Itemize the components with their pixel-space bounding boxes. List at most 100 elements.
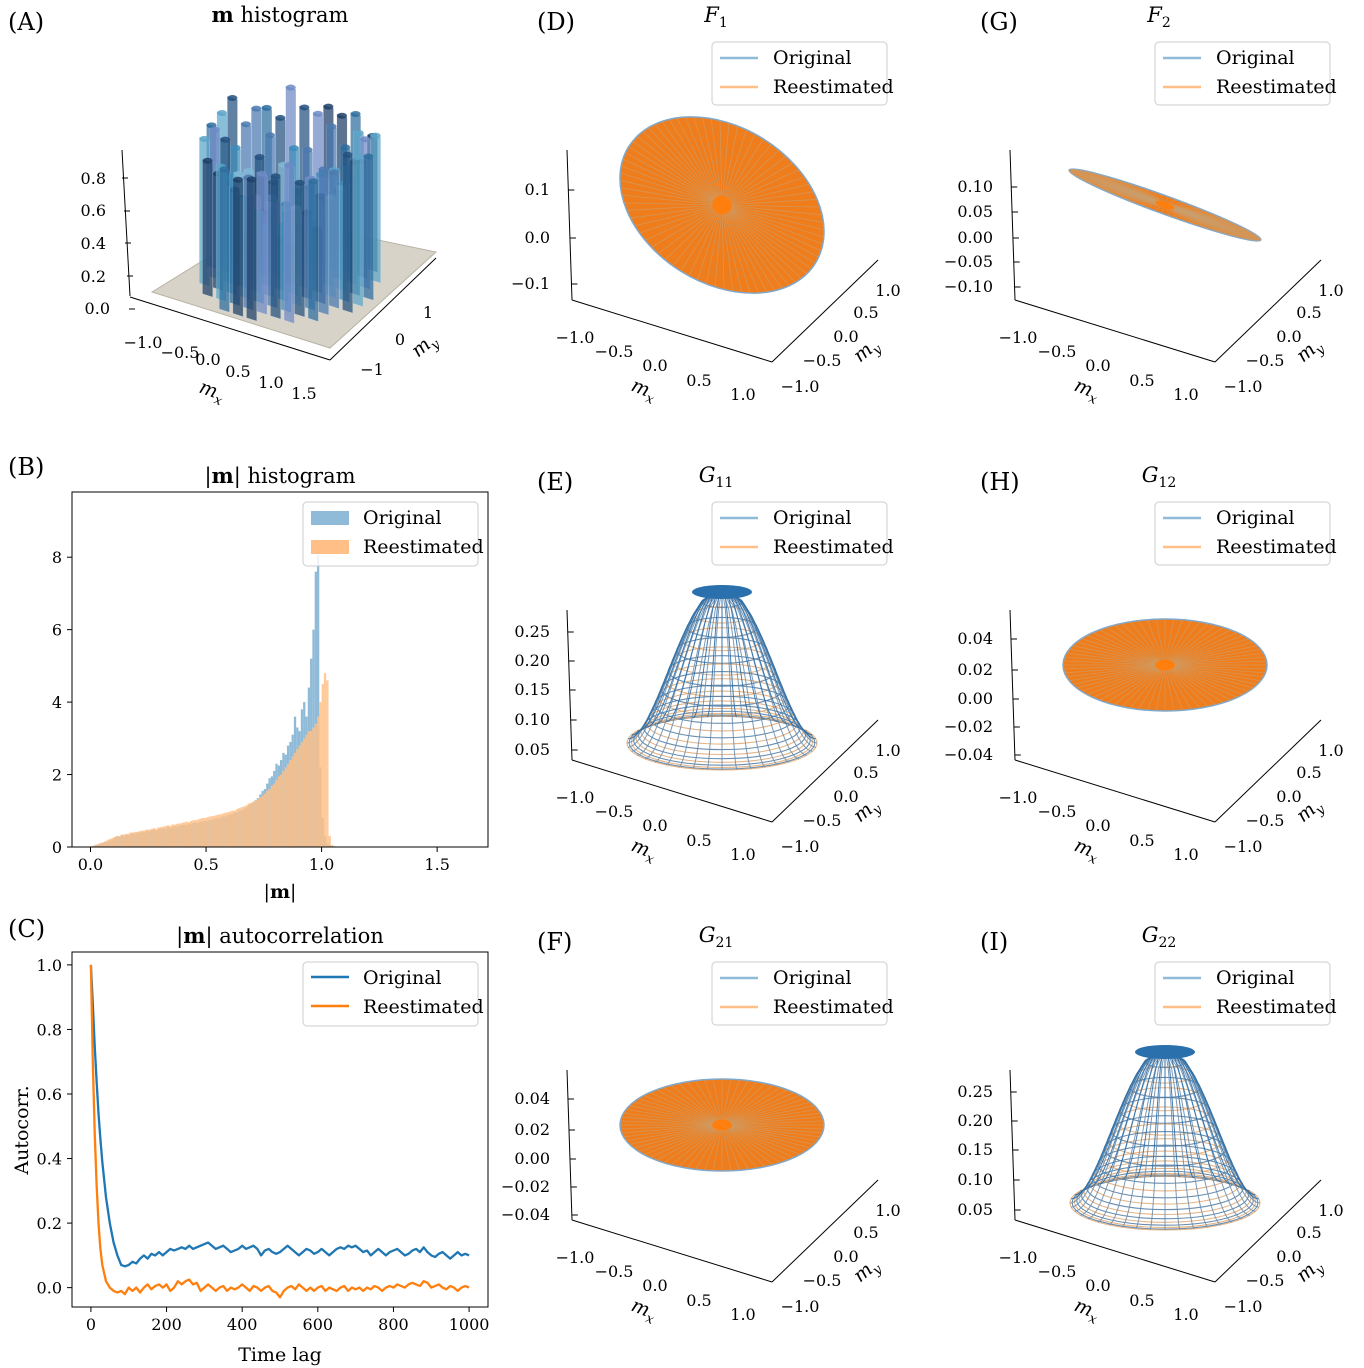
panel-i-label: (I) [980, 928, 1008, 956]
surface-spoke [1121, 623, 1166, 666]
surface-spoke [1155, 619, 1166, 666]
histogram-bar [150, 828, 153, 847]
surface-meridian [1071, 1047, 1166, 1200]
xtick-label: 0.0 [642, 356, 667, 375]
histogram-bar [159, 827, 163, 847]
panel-b-xlabel: |m| [264, 881, 297, 903]
panel-a-ytick-label: −1 [360, 360, 384, 379]
histogram-bar [294, 180, 305, 318]
histogram-bar-top [285, 84, 296, 91]
surface-spoke [1072, 645, 1166, 666]
surface-spoke [721, 204, 776, 291]
panel-a-y-ticks: −1 0 1 [360, 303, 433, 379]
surface-cap [692, 585, 752, 599]
ztick-label: 0.10 [957, 1170, 993, 1189]
panel-b-legend: Original Reestimated [302, 501, 484, 567]
histogram-bar-top [261, 104, 272, 111]
legend-original: Original [1216, 967, 1295, 989]
panel-f-label: (F) [537, 928, 572, 956]
histogram-bar-top [246, 176, 257, 183]
histogram-bar [224, 812, 227, 847]
x-axis [1014, 1219, 1216, 1283]
surface-spoke [721, 1124, 818, 1142]
histogram-bar [240, 807, 244, 847]
legend-reestimated: Reestimated [773, 536, 894, 558]
surface-spoke [721, 1124, 824, 1130]
histogram-bar [125, 834, 128, 847]
histogram-bar [180, 823, 183, 847]
ytick-label: −1.0 [1224, 377, 1263, 396]
surface-spoke [626, 1124, 723, 1142]
surface-spoke [626, 204, 723, 211]
surface-spoke [721, 204, 796, 283]
panel-h-surface [1062, 618, 1268, 712]
panel-f-title: G21 [699, 923, 734, 951]
surface-spoke [629, 1124, 723, 1145]
histogram-bar-top [202, 157, 213, 164]
surface-spoke [1164, 664, 1258, 685]
surface-spoke [1164, 664, 1184, 711]
histogram-bar [199, 818, 202, 847]
panel-g-surface [1068, 168, 1262, 242]
histogram-bar [282, 770, 285, 847]
histogram-bar [270, 785, 274, 847]
panel-a-xlabel: mx [195, 376, 228, 409]
x-axis [571, 1219, 773, 1283]
surface-spoke [721, 183, 810, 206]
histogram-bar [157, 827, 160, 847]
surface-spoke [721, 1105, 815, 1126]
surface-spoke [721, 1124, 781, 1164]
panel-a-bars [199, 84, 381, 324]
panel-a-xtick-label: −0.5 [161, 343, 200, 362]
surface-spoke [1092, 664, 1166, 698]
panel-a-xtick-label: −1.0 [124, 333, 163, 352]
surface-spoke [1106, 626, 1166, 666]
surface-spoke [721, 155, 787, 206]
surface-meridian [1164, 1047, 1259, 1200]
x-axis [571, 299, 773, 363]
histogram-bar-top [308, 178, 319, 185]
histogram-bar [323, 673, 327, 847]
xtick-label: −1.0 [999, 1248, 1038, 1267]
histogram-bar [215, 815, 218, 847]
surface-spoke [1164, 645, 1258, 666]
panel-d-title: F1 [703, 3, 728, 31]
surface-spoke [1146, 619, 1166, 666]
surface-spoke [1099, 629, 1166, 666]
surface-meridian [628, 587, 723, 748]
surface-spoke [721, 1086, 781, 1126]
histogram-bar [219, 167, 230, 313]
histogram-bar [212, 815, 216, 847]
surface-spoke [721, 125, 739, 206]
histogram-bar-top [353, 130, 364, 137]
xtick-label: −0.5 [1038, 802, 1077, 821]
ytick-label: 1.0 [1318, 281, 1343, 300]
surface-spoke [620, 187, 723, 206]
surface-spoke [721, 204, 725, 290]
ytick-label: 2 [52, 766, 62, 785]
panel-g: (G) F20.100.050.00−0.05−0.10−1.0−0.50.00.… [944, 3, 1344, 408]
z-axis [1009, 609, 1016, 761]
surface-spoke [622, 158, 723, 206]
surface-spoke [648, 127, 723, 206]
surface-meridian [721, 587, 738, 770]
panel-c: (C) |m| autocorrelation 0 200 400 600 800 100… [8, 915, 489, 1366]
xtick-label: −1.0 [556, 788, 595, 807]
histogram-bar-top [220, 136, 231, 143]
ytick-label: 0.2 [37, 1214, 62, 1233]
ytick-label: −0.5 [803, 1271, 842, 1290]
surface-spoke [619, 179, 723, 206]
panel-a-ylabel: my [407, 328, 444, 365]
histogram-bar [173, 824, 176, 847]
surface-spoke [721, 204, 825, 231]
xtick-label: 1.0 [730, 845, 755, 864]
xtick-label: 1.0 [1173, 385, 1198, 404]
legend-reestimated: Reestimated [1216, 76, 1337, 98]
surface-spoke [1164, 635, 1244, 666]
xtick-label: −0.5 [1038, 1262, 1077, 1281]
panel-a-title-rest: histogram [240, 3, 348, 27]
surface-meridian [1080, 1047, 1166, 1216]
surface-spoke [686, 1124, 723, 1169]
histogram-bar [268, 789, 271, 847]
histogram-bar-top [313, 110, 323, 117]
